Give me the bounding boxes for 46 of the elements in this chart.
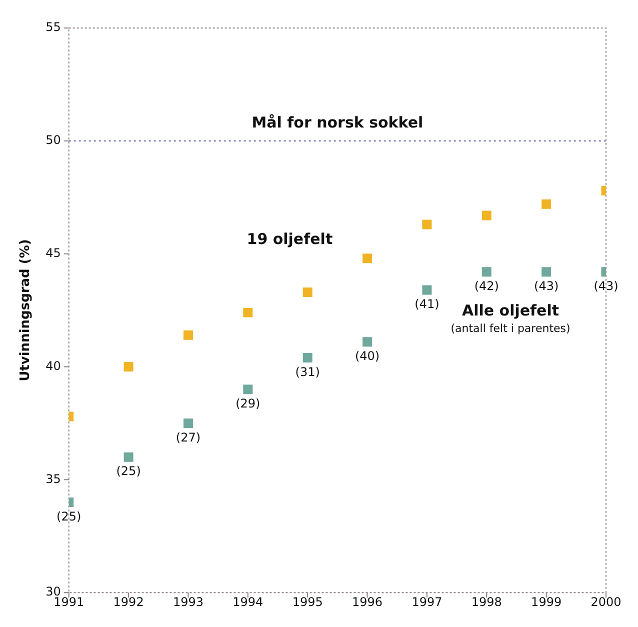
point [302,287,312,297]
annotation: (43) [594,279,618,294]
annotation: (antall felt i parentes) [450,322,570,335]
point [542,199,552,209]
annotation: (40) [354,349,380,364]
x-tick-label: 1993 [172,594,204,609]
x-tick-label: 1997 [412,594,442,609]
x-tick-label: 1998 [471,594,502,609]
point [482,267,492,277]
text: 19 oljefelt [246,230,333,248]
point [422,220,432,230]
series-label: Alle oljefelt [462,301,560,320]
annotation: (29) [236,396,260,410]
point [183,330,193,340]
y-tick-label: 40 [46,358,61,373]
y-tick-label: 35 [46,472,61,486]
point [422,285,432,295]
annotation: (31) [295,364,320,379]
point [124,362,134,372]
point [124,452,134,462]
annotation: (27) [176,430,201,444]
point [243,308,253,318]
point [482,210,492,220]
x-tick-label: 1994 [232,594,264,609]
point [302,352,312,362]
x-tick-label: 2000 [590,594,622,609]
annotation: (41) [414,297,440,312]
y-tick-label: 50 [46,133,61,148]
annotation: (42) [474,279,499,294]
x-tick-label: 1992 [113,594,144,609]
point [362,337,372,347]
annotation: (43) [534,279,559,294]
x-tick-label: 1999 [531,594,562,609]
point [542,267,552,277]
x-tick-label: 1991 [54,594,84,609]
y-axis-title: Utvinningsgrad (%) [18,239,34,382]
point [362,254,372,264]
annotation: (25) [56,509,82,524]
annotation: (25) [116,464,141,478]
y-tick-label: 55 [46,20,61,34]
point [183,418,193,428]
ref-line-label: Mål for norsk sokkel [252,113,424,132]
point [243,384,253,394]
y-tick-label: 45 [46,246,61,260]
x-tick-label: 1995 [292,594,323,609]
x-tick-label: 1996 [352,594,383,609]
